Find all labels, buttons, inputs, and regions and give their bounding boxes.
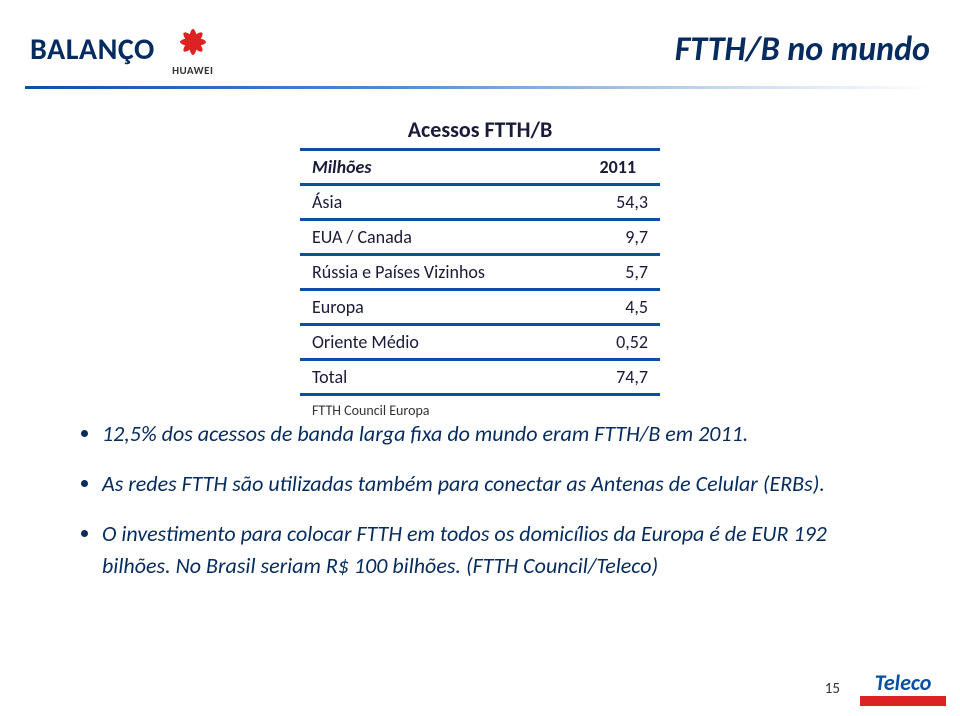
- table-row: Ásia 54,3: [300, 185, 660, 220]
- table-caption: FTTH Council Europa: [300, 402, 660, 419]
- table-row: Oriente Médio 0,52: [300, 325, 660, 360]
- row-label: Rússia e Países Vizinhos: [300, 255, 575, 290]
- data-table: Milhões 2011 Ásia 54,3 EUA / Canada 9,7 …: [300, 148, 660, 396]
- data-table-container: Milhões 2011 Ásia 54,3 EUA / Canada 9,7 …: [300, 148, 660, 419]
- page-title: FTTH/B no mundo: [675, 29, 930, 70]
- table-header-row: Milhões 2011: [300, 150, 660, 185]
- teleco-label: Teleco: [875, 669, 932, 696]
- bullet-item: 12,5% dos acessos de banda larga fixa do…: [102, 418, 900, 450]
- huawei-flower-icon: [167, 22, 219, 62]
- row-value: 9,7: [575, 220, 660, 255]
- row-value: 5,7: [575, 255, 660, 290]
- row-value: 0,52: [575, 325, 660, 360]
- table-row: Total 74,7: [300, 360, 660, 395]
- row-label: Ásia: [300, 185, 575, 220]
- row-label: Europa: [300, 290, 575, 325]
- teleco-logo: Teleco: [860, 669, 946, 706]
- table-row: EUA / Canada 9,7: [300, 220, 660, 255]
- huawei-label: HUAWEI: [172, 64, 213, 77]
- bullet-item: As redes FTTH são utilizadas também para…: [102, 468, 900, 500]
- row-value: 4,5: [575, 290, 660, 325]
- table-col-year: 2011: [575, 150, 660, 185]
- huawei-logo: HUAWEI: [167, 22, 219, 77]
- teleco-bar-icon: [860, 696, 946, 706]
- table-row: Europa 4,5: [300, 290, 660, 325]
- page-number: 15: [825, 680, 840, 698]
- header-left: BALANÇO HUAWEI: [30, 22, 219, 77]
- bullet-item: O investimento para colocar FTTH em todo…: [102, 518, 900, 582]
- row-label: Oriente Médio: [300, 325, 575, 360]
- slide: BALANÇO HUAWEI FTTH/B no mundo Acessos F…: [0, 0, 960, 716]
- section-label: BALANÇO: [30, 31, 155, 68]
- header-divider: [25, 86, 935, 89]
- table-title: Acessos FTTH/B: [0, 116, 960, 143]
- table-row: Rússia e Países Vizinhos 5,7: [300, 255, 660, 290]
- bullet-list: 12,5% dos acessos de banda larga fixa do…: [80, 418, 900, 600]
- row-value: 54,3: [575, 185, 660, 220]
- row-label: Total: [300, 360, 575, 395]
- row-label: EUA / Canada: [300, 220, 575, 255]
- row-value: 74,7: [575, 360, 660, 395]
- header: BALANÇO HUAWEI FTTH/B no mundo: [30, 22, 930, 77]
- table-col-label: Milhões: [300, 150, 575, 185]
